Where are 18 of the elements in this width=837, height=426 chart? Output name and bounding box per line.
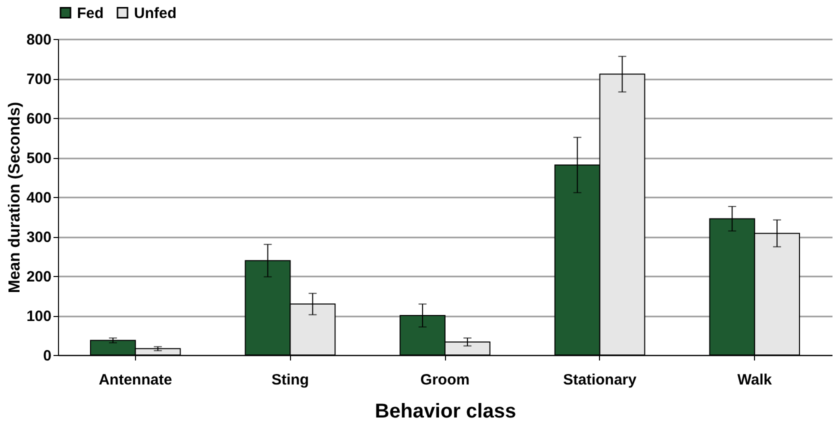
y-tick-label: 0 [43, 348, 52, 364]
x-tick-label: Sting [271, 372, 309, 388]
x-axis-title: Behavior class [374, 400, 516, 422]
y-tick-label: 300 [26, 229, 52, 246]
x-tick-label: Walk [737, 372, 772, 388]
x-tick-label: Antennate [98, 372, 172, 388]
y-tick-label: 700 [26, 71, 52, 88]
legend-label: Unfed [134, 4, 176, 22]
y-tick-label: 400 [26, 190, 52, 206]
y-tick-label: 200 [26, 268, 52, 286]
x-tick-label: Stationary [563, 372, 638, 388]
y-tick-label: 800 [26, 32, 52, 48]
y-tick-label: 100 [26, 308, 52, 325]
x-tick-label: Groom [420, 372, 470, 388]
y-tick-label: 600 [26, 110, 52, 128]
y-axis-title: Mean duration (Seconds) [6, 102, 24, 294]
y-tick-label: 500 [26, 150, 52, 167]
legend-label: Fed [77, 4, 104, 22]
